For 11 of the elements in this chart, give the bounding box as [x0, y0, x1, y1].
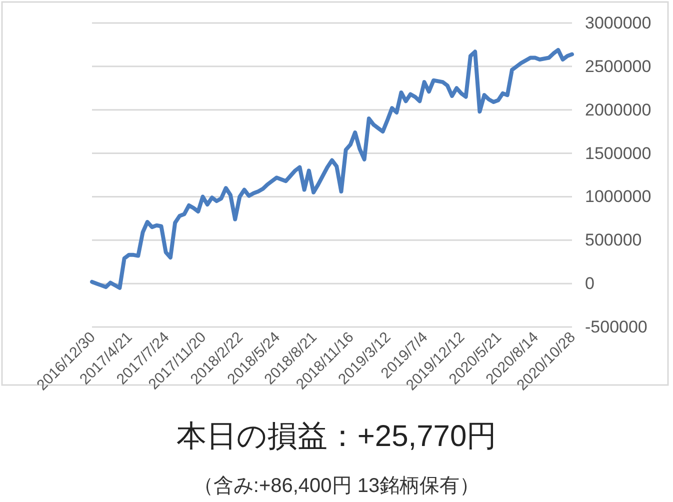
y-tick-label: 1000000	[585, 187, 652, 206]
y-tick-label: 0	[585, 274, 594, 294]
y-tick-label: 3000000	[585, 14, 652, 32]
y-tick-label: 500000	[585, 230, 642, 250]
text: （含み:+86,400円 13銘柄保有）	[193, 475, 480, 497]
y-tick-label: -500000	[585, 318, 648, 336]
y-tick-label: 1500000	[585, 144, 652, 163]
line-series	[90, 48, 574, 290]
text: 本日の損益：+25,770円	[176, 420, 497, 453]
y-tick-label: 2500000	[585, 56, 652, 76]
y-tick-label: 2000000	[585, 100, 652, 120]
